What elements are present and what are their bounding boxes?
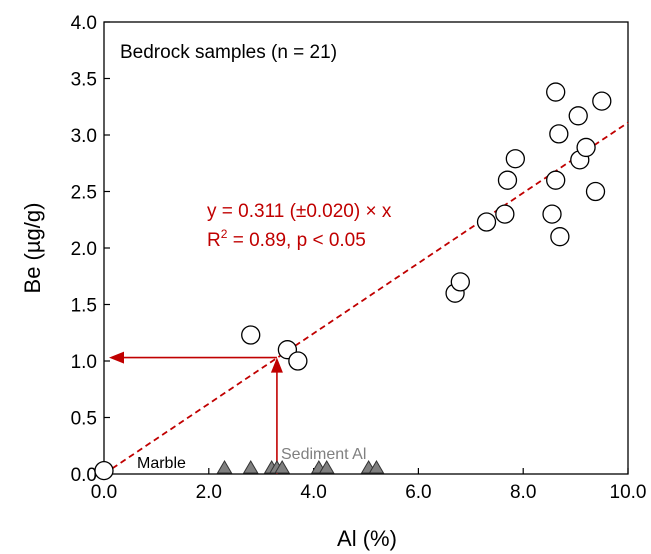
regression-r2-label: R2 = 0.89, p < 0.05 [207, 227, 366, 251]
reading-arrows [109, 351, 283, 474]
bedrock-point [476, 212, 497, 232]
x-tick-label: 10.0 [610, 482, 647, 503]
regression-equation: y = 0.311 (±0.020) × x [207, 201, 392, 222]
x-tick-label: 8.0 [510, 482, 536, 503]
bedrock-point [546, 170, 566, 190]
bedrock-point [585, 181, 606, 202]
bedrock-point [450, 272, 470, 292]
bedrock-point [497, 170, 518, 190]
y-tick-label: 3.0 [71, 126, 97, 147]
bedrock-point [549, 124, 569, 144]
x-axis-ticks: 0.0 2.0 4.0 6.0 8.0 10.0 [91, 468, 647, 503]
sediment-triangle [216, 460, 233, 474]
data-points [94, 82, 612, 481]
r2-superscript: 2 [221, 227, 228, 241]
vertical-arrowhead-icon [270, 357, 283, 373]
marble-label: Marble [137, 455, 186, 472]
bedrock-point [288, 351, 308, 371]
x-axis-title: Al (%) [337, 526, 397, 551]
y-axis-title: Be (µg/g) [20, 203, 45, 294]
sediment-triangle [368, 460, 385, 474]
y-tick-label: 4.0 [71, 13, 97, 34]
bedrock-point [592, 91, 612, 111]
bedrock-point [505, 149, 525, 169]
x-tick-label: 6.0 [405, 482, 431, 503]
regression-line [103, 121, 629, 475]
sediment-label: Sediment Al [281, 446, 366, 463]
x-tick-label: 0.0 [91, 482, 117, 503]
sediment-triangle [318, 460, 335, 474]
sediment-triangle [274, 460, 291, 474]
sediment-triangle [242, 460, 259, 474]
bedrock-point [546, 82, 566, 102]
bedrock-point [550, 227, 570, 247]
y-tick-label: 3.5 [71, 70, 97, 91]
y-tick-label: 2.0 [71, 239, 97, 260]
y-tick-label: 1.0 [71, 352, 97, 373]
y-axis-ticks: 0.0 0.5 1.0 1.5 2.0 2.5 3.0 3.5 4.0 [71, 13, 110, 486]
panel-label: Bedrock samples (n = 21) [120, 42, 337, 63]
y-tick-label: 2.5 [71, 183, 97, 204]
horizontal-arrowhead-icon [109, 351, 124, 364]
bedrock-point [495, 204, 515, 224]
bedrock-point [94, 460, 114, 481]
bedrock-point [241, 325, 261, 345]
r2-values: = 0.89, p < 0.05 [227, 230, 365, 251]
bedrock-point [576, 137, 596, 158]
r2-symbol: R [207, 230, 221, 251]
y-tick-label: 1.5 [71, 296, 97, 317]
bedrock-point [542, 204, 562, 224]
y-tick-label: 0.5 [71, 409, 97, 430]
plot-frame [103, 21, 629, 475]
x-tick-label: 4.0 [300, 482, 326, 503]
x-tick-label: 2.0 [196, 482, 222, 503]
bedrock-point [568, 106, 588, 126]
y-tick-label: 0.0 [71, 465, 97, 486]
